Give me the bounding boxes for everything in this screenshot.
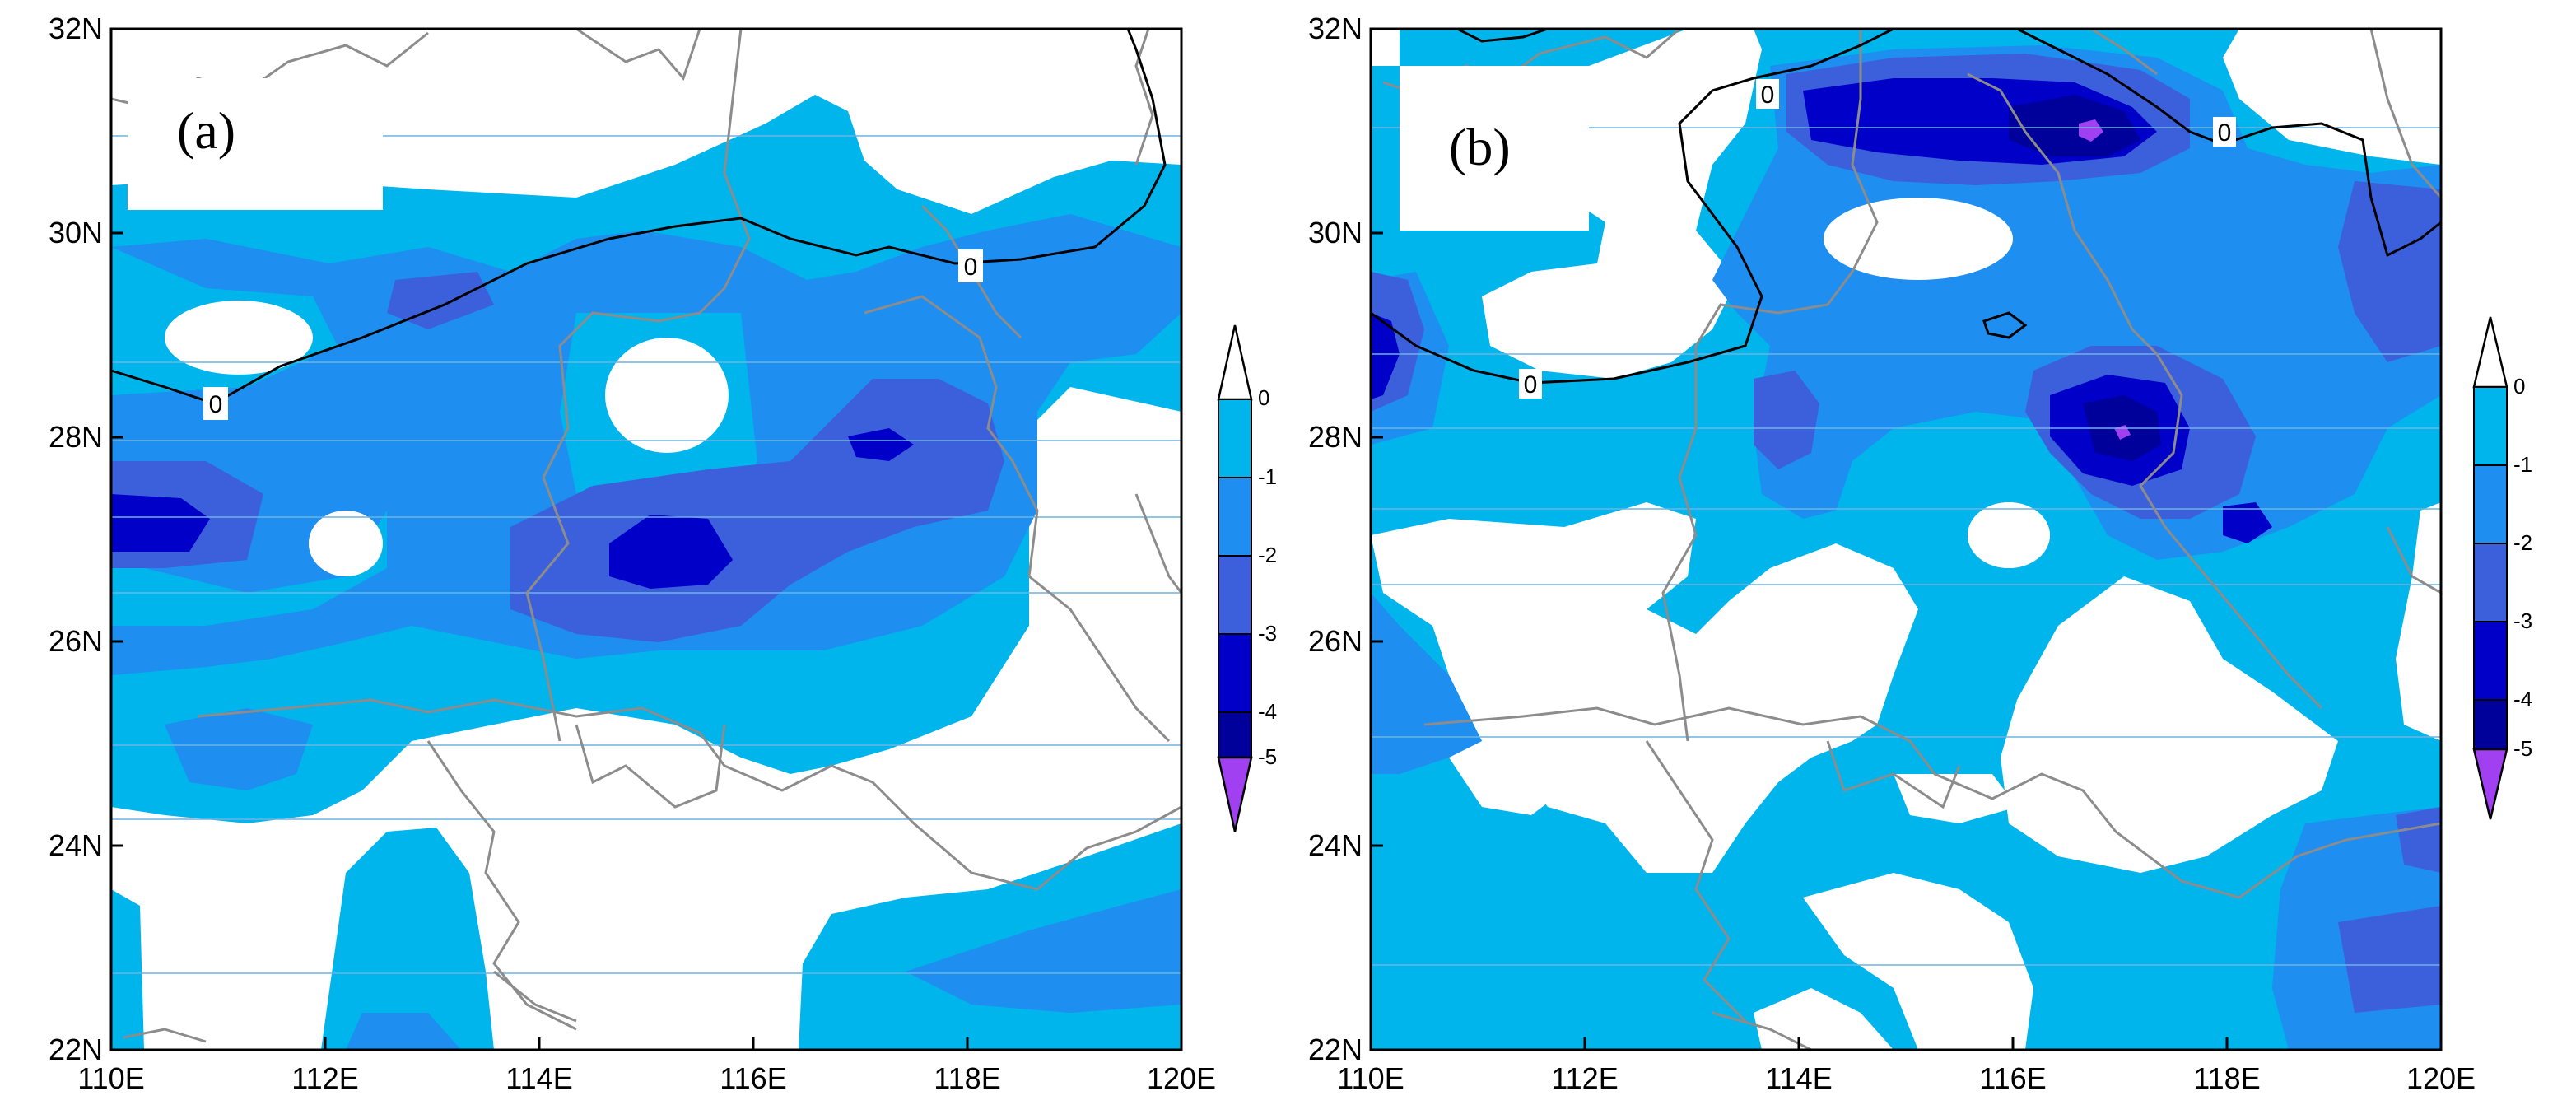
- x-tick-label: 114E: [1765, 1061, 1832, 1095]
- colorbar-label: -4: [1258, 699, 1277, 724]
- x-tick-label: 110E: [1337, 1061, 1404, 1095]
- colorbar-a: 0 -1 -2 -3 -4 -5: [1217, 324, 1277, 832]
- panel-b-zero-label-2: 0: [1756, 79, 1779, 109]
- panel-a-x-axis-labels: 110E 112E 114E 116E 118E 120E: [77, 1061, 1216, 1095]
- x-tick-label: 110E: [77, 1061, 144, 1095]
- colorbar-label: -2: [2513, 530, 2532, 555]
- colorbar-label: 0: [1258, 385, 1269, 410]
- contour-level-4: [2009, 95, 2140, 156]
- x-tick-label: 120E: [1147, 1061, 1216, 1095]
- panel-a-label-box: [128, 78, 383, 210]
- panel-b-zero-label-1: 0: [1519, 369, 1542, 399]
- colorbar-a-bottom-arrow: [1217, 756, 1253, 832]
- y-tick-label: 22N: [1308, 1033, 1363, 1066]
- panel-b-x-axis-labels: 110E 112E 114E 116E 118E 120E: [1337, 1061, 2476, 1095]
- y-tick-label: 26N: [49, 624, 103, 658]
- panel-a-zero-label-1: 0: [203, 387, 228, 420]
- panel-a-map: 0 0 (a) 110E 112E 114E 116E 118E 120E: [49, 12, 1216, 1095]
- y-tick-label: 22N: [49, 1033, 103, 1066]
- panel-b-province-borders: [1382, 27, 2443, 1051]
- x-tick-label: 118E: [2193, 1061, 2260, 1095]
- panel-b-map: 0 0 0 (b) 110E 112E 114E 116E: [1308, 12, 2476, 1095]
- panel-a-label: (a): [177, 101, 235, 160]
- panel-b-ticks: [1369, 27, 2443, 1051]
- colorbar-b-top-arrow: [2472, 316, 2508, 389]
- panel-a-contours: [111, 29, 1181, 1050]
- panel-b-zero-contour: [1370, 27, 2442, 385]
- panel-b-zero-label-3: 0: [2213, 117, 2236, 147]
- panel-b-label-box: [1400, 66, 1589, 231]
- colorbar-label: -1: [2513, 452, 2532, 477]
- x-tick-label: 118E: [934, 1061, 1000, 1095]
- colorbar-label: -4: [2513, 687, 2532, 711]
- panel-a-ticks: [109, 27, 1183, 1051]
- contour-level-3: [111, 494, 210, 552]
- panel-a-y-axis-labels: 22N 24N 26N 28N 30N 32N: [49, 12, 103, 1066]
- colorbar-label: -2: [1258, 543, 1277, 567]
- svg-text:0: 0: [2218, 119, 2232, 147]
- colorbar-label: -3: [2513, 608, 2532, 633]
- y-tick-label: 28N: [49, 420, 103, 454]
- y-tick-label: 26N: [1308, 624, 1363, 658]
- colorbar-label: 0: [2513, 374, 2525, 399]
- colorbar-label: -3: [1258, 621, 1277, 646]
- x-tick-label: 116E: [1979, 1061, 2046, 1095]
- svg-text:0: 0: [1761, 82, 1775, 109]
- svg-text:0: 0: [209, 391, 223, 418]
- y-tick-label: 32N: [1308, 12, 1363, 45]
- colorbar-label: -5: [1258, 744, 1277, 769]
- y-tick-label: 24N: [1308, 828, 1363, 862]
- x-tick-label: 112E: [291, 1061, 358, 1095]
- svg-text:0: 0: [1524, 371, 1538, 399]
- colorbar-a-top-arrow: [1217, 324, 1253, 401]
- panel-b-gridlines: [1371, 127, 2441, 966]
- x-tick-label: 112E: [1551, 1061, 1618, 1095]
- y-tick-label: 28N: [1308, 420, 1363, 454]
- x-tick-label: 120E: [2406, 1061, 2476, 1095]
- panel-a-zero-contour: [110, 28, 1167, 405]
- colorbar-label: -5: [2513, 736, 2532, 761]
- svg-text:0: 0: [964, 254, 978, 281]
- x-tick-label: 116E: [720, 1061, 786, 1095]
- panel-b-label: (b): [1449, 118, 1511, 176]
- panel-a-province-borders: [110, 27, 1183, 1043]
- y-tick-label: 30N: [1308, 216, 1363, 249]
- x-tick-label: 114E: [505, 1061, 572, 1095]
- y-tick-label: 32N: [49, 12, 103, 45]
- y-tick-label: 24N: [49, 828, 103, 862]
- colorbar-b: 0 -1 -2 -3 -4 -5: [2472, 316, 2532, 820]
- panel-b-y-axis-labels: 22N 24N 26N 28N 30N 32N: [1308, 12, 1363, 1066]
- panel-a-zero-label-2: 0: [958, 249, 983, 282]
- colorbar-b-bottom-arrow: [2472, 748, 2508, 820]
- y-tick-label: 30N: [49, 216, 103, 249]
- contour-level-5: [2079, 119, 2103, 142]
- panel-b-frame: [1369, 27, 2443, 1051]
- panel-a-frame: [109, 27, 1183, 1051]
- colorbar-label: -1: [1258, 464, 1277, 489]
